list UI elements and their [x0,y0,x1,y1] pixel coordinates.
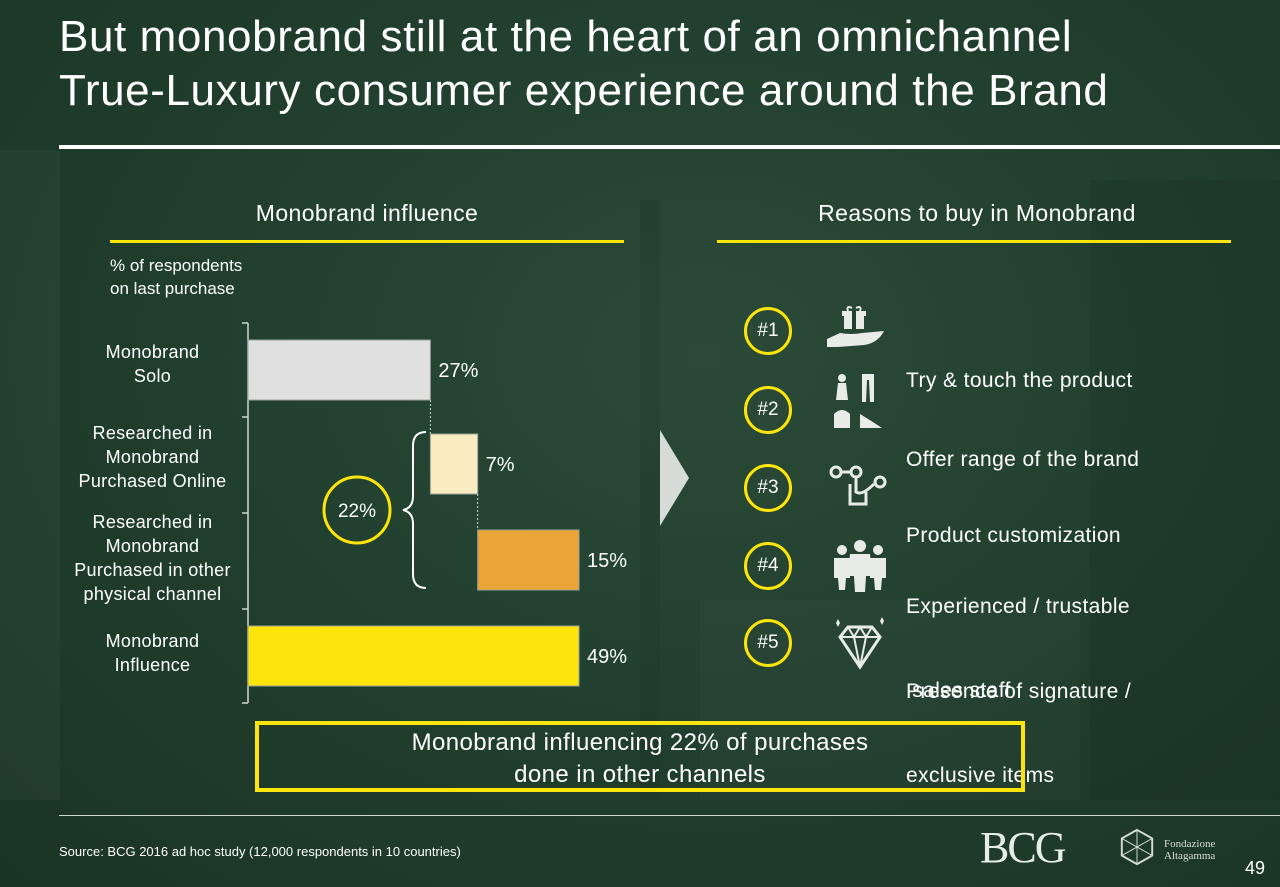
reason-text-4: Experienced / trustable sales staff [906,537,1130,761]
chevron-right-icon [660,430,689,526]
chart-axis [242,322,249,704]
reason-text-5: Presence of signature / exclusive items [906,622,1131,846]
rank-badge: #5 [744,619,792,667]
category-label-researched-physical: Researched in Monobrand Purchased in oth… [60,510,245,606]
category-line: Solo [133,366,172,386]
right-section-title: Reasons to buy in Monobrand [818,200,1136,226]
bracket-circle [322,475,392,545]
chart-subtitle: % of respondents on last purchase [110,254,242,300]
category-line: Purchased in other [74,560,231,580]
value-label-3: 49% [587,646,627,668]
subtitle-line-1: % of respondents [110,256,243,275]
reason-text-3: Product customization [906,466,1121,606]
page-title: But monobrand still at the heart of an o… [59,10,1259,118]
rank-badge: #2 [744,386,792,434]
altagamma-logo-icon [1120,828,1154,866]
bar-2 [477,529,580,591]
customization-icon [829,465,887,506]
fondazione-altagamma-logo: Fondazione Altagamma [1164,838,1215,862]
left-section-underline [110,240,624,243]
category-line: physical channel [83,584,222,604]
callout-line-2: done in other channels [514,761,766,788]
chart-value-labels: 27% 7% 15% 49% [438,360,627,668]
bracket-value-label: 22% [338,501,376,522]
reason-line: Experienced / trustable [906,595,1130,618]
category-line: Monobrand [105,342,200,362]
logo-line: Altagamma [1164,850,1216,862]
rank-badge: #1 [744,307,792,355]
category-line: Purchased Online [78,471,227,491]
category-line: Monobrand [105,631,200,651]
clothing-range-icon [834,374,882,428]
category-line: Monobrand [105,447,200,467]
right-section-underline [717,240,1231,243]
reason-line: Product customization [906,524,1121,547]
hand-gift-icon [827,306,884,347]
category-line: Researched in [92,512,213,532]
bcg-logo: BCG [980,823,1066,872]
category-label-monobrand-solo: Monobrand Solo [60,340,245,388]
diamond-icon [836,617,884,670]
reason-line: Try & touch the product [906,369,1133,392]
callout-box: Monobrand influencing 22% of purchases d… [255,721,1025,792]
reason-line: Offer range of the brand [906,448,1140,471]
bar-1 [429,433,479,495]
sales-staff-icon [834,540,886,592]
bar-0 [247,339,431,401]
reason-line: Presence of signature / [906,680,1132,703]
callout-line-1: Monobrand influencing 22% of purchases [411,729,869,756]
left-section-title: Monobrand influence [255,200,479,226]
title-line-2: True-Luxury consumer experience around t… [59,66,1109,115]
title-line-1: But monobrand still at the heart of an o… [59,12,1073,61]
category-line: Monobrand [105,536,200,556]
footer-divider [59,815,1280,816]
rank-badge: #3 [744,464,792,512]
reason-text-1: Try & touch the product [906,311,1133,451]
page-number: 49 [1245,858,1266,878]
bar-3 [247,625,580,687]
value-label-0: 27% [438,360,478,382]
value-label-2: 15% [587,550,627,572]
title-divider [59,145,1280,149]
category-label-researched-online: Researched in Monobrand Purchased Online [60,421,245,493]
source-note: Source: BCG 2016 ad hoc study (12,000 re… [59,844,461,859]
reason-line: exclusive items [906,764,1055,787]
value-label-1: 7% [486,454,515,476]
category-label-monobrand-influence: Monobrand Influence [60,629,245,677]
reason-text-2: Offer range of the brand [906,390,1139,530]
rank-badge: #4 [744,542,792,590]
reason-line: sales staff [906,679,1011,702]
chart-bars [247,339,580,687]
category-line: Researched in [92,423,213,443]
bracket-brace [402,431,427,589]
category-line: Influence [114,655,191,675]
logo-line: Fondazione [1164,838,1216,850]
subtitle-line-2: on last purchase [110,279,235,298]
